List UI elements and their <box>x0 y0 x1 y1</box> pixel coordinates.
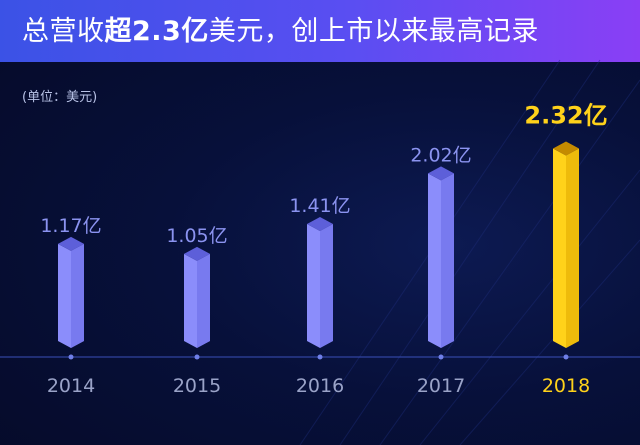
category-label: 2018 <box>542 375 590 397</box>
category-label: 2014 <box>47 375 95 397</box>
value-label: 2.32亿 <box>524 101 607 129</box>
axis-tick-dot <box>438 354 444 360</box>
bar-side <box>197 253 210 348</box>
bar-2016 <box>307 216 333 348</box>
value-label: 2.02亿 <box>410 144 471 166</box>
bar-side <box>320 223 333 348</box>
bar-2017 <box>428 166 454 348</box>
value-label: 1.17亿 <box>40 215 101 237</box>
unit-label: (单位：美元) <box>22 90 98 105</box>
axis-tick-dot <box>68 354 74 360</box>
axis-tick-dot <box>317 354 323 360</box>
title-suffix: 美元，创上市以来最高记录 <box>208 16 539 47</box>
axis-tick-dot <box>194 354 200 360</box>
deco-streak <box>419 169 640 445</box>
page-title: 总营收超2.3亿美元，创上市以来最高记录 <box>22 9 539 48</box>
bar-cap <box>58 236 84 251</box>
bar-2018 <box>553 141 579 348</box>
bar-side <box>441 173 454 348</box>
bars-group: 1.17亿 2014 1.05亿 2015 1.41亿 2016 2.02亿 2017 2.32… <box>40 101 607 397</box>
axis-tick-dot <box>563 354 569 360</box>
category-label: 2017 <box>417 375 465 397</box>
category-label: 2016 <box>296 375 344 397</box>
deco-streak <box>459 239 640 445</box>
title-highlight: 超2.3亿 <box>104 16 209 47</box>
bar-cap <box>428 166 454 181</box>
bar-cap <box>307 216 333 231</box>
value-label: 1.05亿 <box>166 225 227 247</box>
bar-cap <box>184 246 210 261</box>
bar-side <box>566 148 579 348</box>
bar-side <box>71 243 84 348</box>
title-prefix: 总营收 <box>22 16 105 47</box>
category-label: 2015 <box>173 375 221 397</box>
value-label: 1.41亿 <box>289 195 350 217</box>
background-decoration <box>299 59 640 445</box>
deco-streak <box>339 59 601 445</box>
bar-cap <box>553 141 579 156</box>
deco-streak <box>379 79 640 445</box>
header-banner: 总营收超2.3亿美元，创上市以来最高记录 <box>0 0 640 62</box>
bar-2014 <box>58 236 84 348</box>
bar-2015 <box>184 246 210 348</box>
